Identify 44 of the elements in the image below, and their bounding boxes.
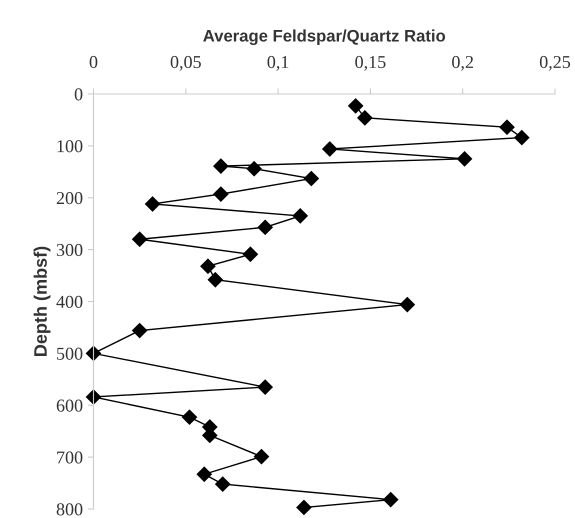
point xyxy=(182,410,198,425)
point xyxy=(322,141,338,157)
y-tick-label: 100 xyxy=(58,140,82,152)
point xyxy=(296,500,312,516)
y-tick-label: 500 xyxy=(57,348,82,360)
point xyxy=(213,186,228,202)
point xyxy=(145,196,160,212)
y-tick-label: 600 xyxy=(56,400,82,412)
point xyxy=(304,170,319,186)
point xyxy=(258,220,273,235)
y-tick-label: 700 xyxy=(57,451,82,464)
x-axis-title: Average Feldspar/Quartz Ratio xyxy=(203,29,446,46)
point xyxy=(456,151,472,166)
point xyxy=(215,476,230,492)
y-tick-label: 200 xyxy=(56,192,82,204)
x-tick-label: 0,1 xyxy=(268,56,288,71)
x-tick-label: 0 xyxy=(90,56,98,68)
point xyxy=(357,110,372,126)
y-tick-label: 300 xyxy=(56,244,82,256)
point xyxy=(383,492,398,508)
point xyxy=(200,258,216,274)
point xyxy=(132,232,148,247)
y-tick-label: 0 xyxy=(74,88,82,100)
x-tick-label: 0,2 xyxy=(452,56,473,71)
point xyxy=(258,380,273,395)
point xyxy=(348,98,364,114)
y-axis-title: Depth (mbsf) xyxy=(34,246,50,356)
point xyxy=(196,466,212,482)
y-tick-label: 800 xyxy=(56,503,82,516)
x-tick-label: 0,25 xyxy=(540,56,570,71)
point xyxy=(242,246,258,262)
point xyxy=(400,297,415,312)
point xyxy=(213,158,228,174)
point xyxy=(132,322,148,338)
point xyxy=(246,161,262,176)
y-tick-label: 400 xyxy=(56,296,82,308)
x-tick-label: 0,15 xyxy=(355,56,386,71)
point xyxy=(292,208,308,224)
point xyxy=(514,130,530,146)
point xyxy=(86,346,102,361)
point xyxy=(254,449,270,464)
point xyxy=(499,120,515,135)
x-tick-label: 0,05 xyxy=(170,56,201,71)
point xyxy=(208,272,223,288)
